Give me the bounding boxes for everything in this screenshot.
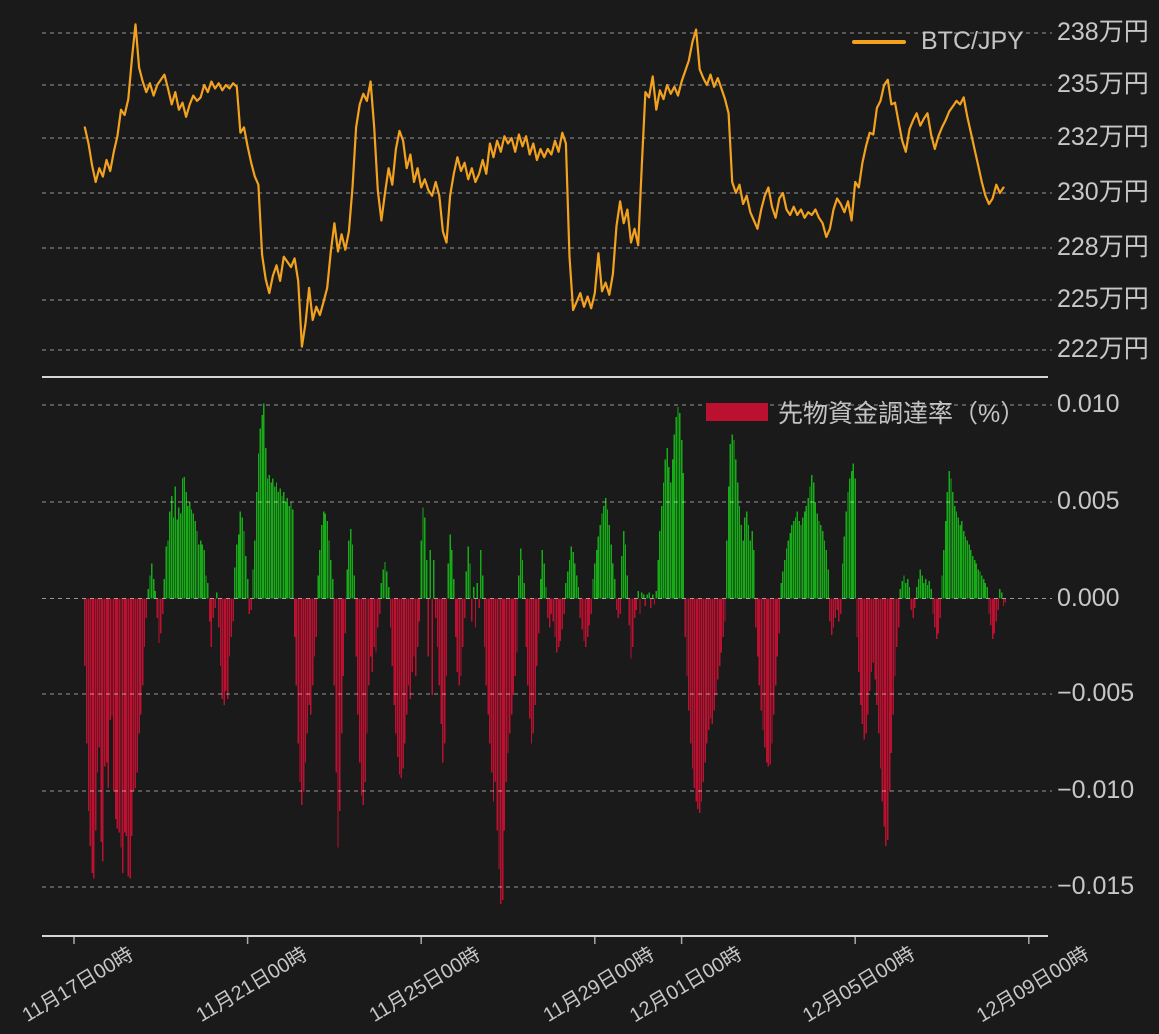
legend-btcjpy[interactable]: BTC/JPY [852,27,1024,56]
y-axis-label-price: 225万円 [1057,285,1149,313]
y-axis-label-price: 222万円 [1057,335,1149,363]
y-axis-label-funding: −0.010 [1057,776,1135,804]
y-axis-label-funding: 0.010 [1057,390,1120,418]
legend-funding-rate-label: 先物資金調達率（%） [778,400,1026,428]
btcjpy-price-line [83,23,1005,348]
legend-btcjpy-label: BTC/JPY [921,27,1024,55]
y-axis-label-price: 228万円 [1057,233,1149,261]
y-axis-label-funding: −0.015 [1057,872,1135,900]
y-axis-label-funding: 0.005 [1057,487,1120,515]
bar-series-swatch [706,403,768,421]
funding-rate-bars [84,403,1006,904]
y-axis-label-price: 235万円 [1057,70,1149,98]
y-axis-label-price: 232万円 [1057,123,1149,151]
legend-funding-rate[interactable]: 先物資金調達率（%） [706,394,1025,430]
y-axis-label-price: 230万円 [1057,178,1149,206]
y-axis-label-price: 238万円 [1057,18,1149,46]
y-axis-label-funding: −0.005 [1057,679,1135,707]
line-series-swatch [852,39,906,44]
y-axis-label-funding: 0.000 [1057,583,1120,612]
